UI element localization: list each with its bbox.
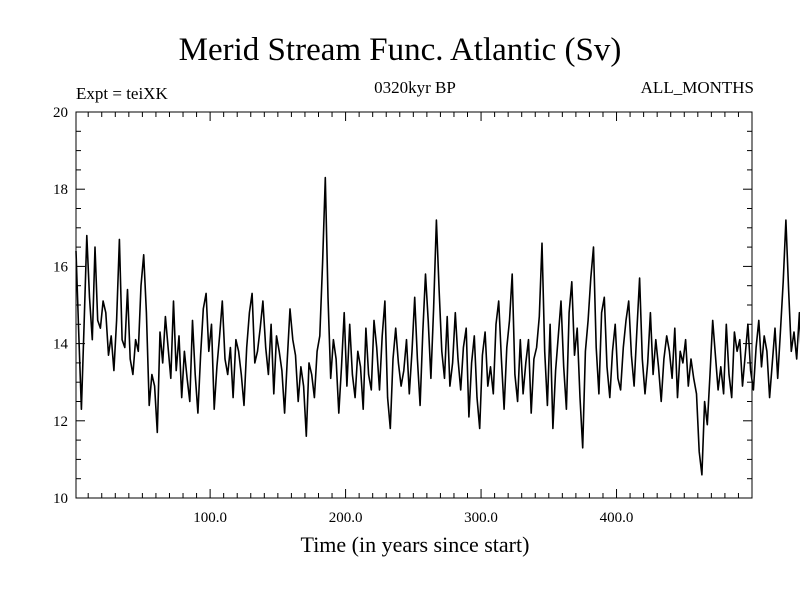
series-line <box>75 176 800 476</box>
y-tick-label: 16 <box>53 259 69 275</box>
x-tick-label: 300.0 <box>464 510 498 526</box>
header-months: ALL_MONTHS <box>640 78 754 97</box>
x-axis-label: Time (in years since start) <box>300 532 530 557</box>
y-tick-label: 12 <box>53 414 68 430</box>
y-tick-label: 14 <box>53 337 69 353</box>
y-tick-label: 10 <box>53 491 68 507</box>
y-tick-label: 20 <box>53 105 68 121</box>
x-tick-label: 400.0 <box>600 510 634 526</box>
tick-labels: 100.0 200.0 300.0 400.0 10 12 14 16 18 20 <box>53 105 633 526</box>
header-experiment: Expt = teiXK <box>76 84 168 103</box>
y-tick-label: 18 <box>53 182 68 198</box>
x-tick-label: 100.0 <box>193 510 227 526</box>
header-period: 0320kyr BP <box>374 78 456 97</box>
chart-title: Merid Stream Func. Atlantic (Sv) <box>178 32 622 68</box>
x-tick-label: 200.0 <box>329 510 363 526</box>
axis-ticks <box>76 111 752 499</box>
